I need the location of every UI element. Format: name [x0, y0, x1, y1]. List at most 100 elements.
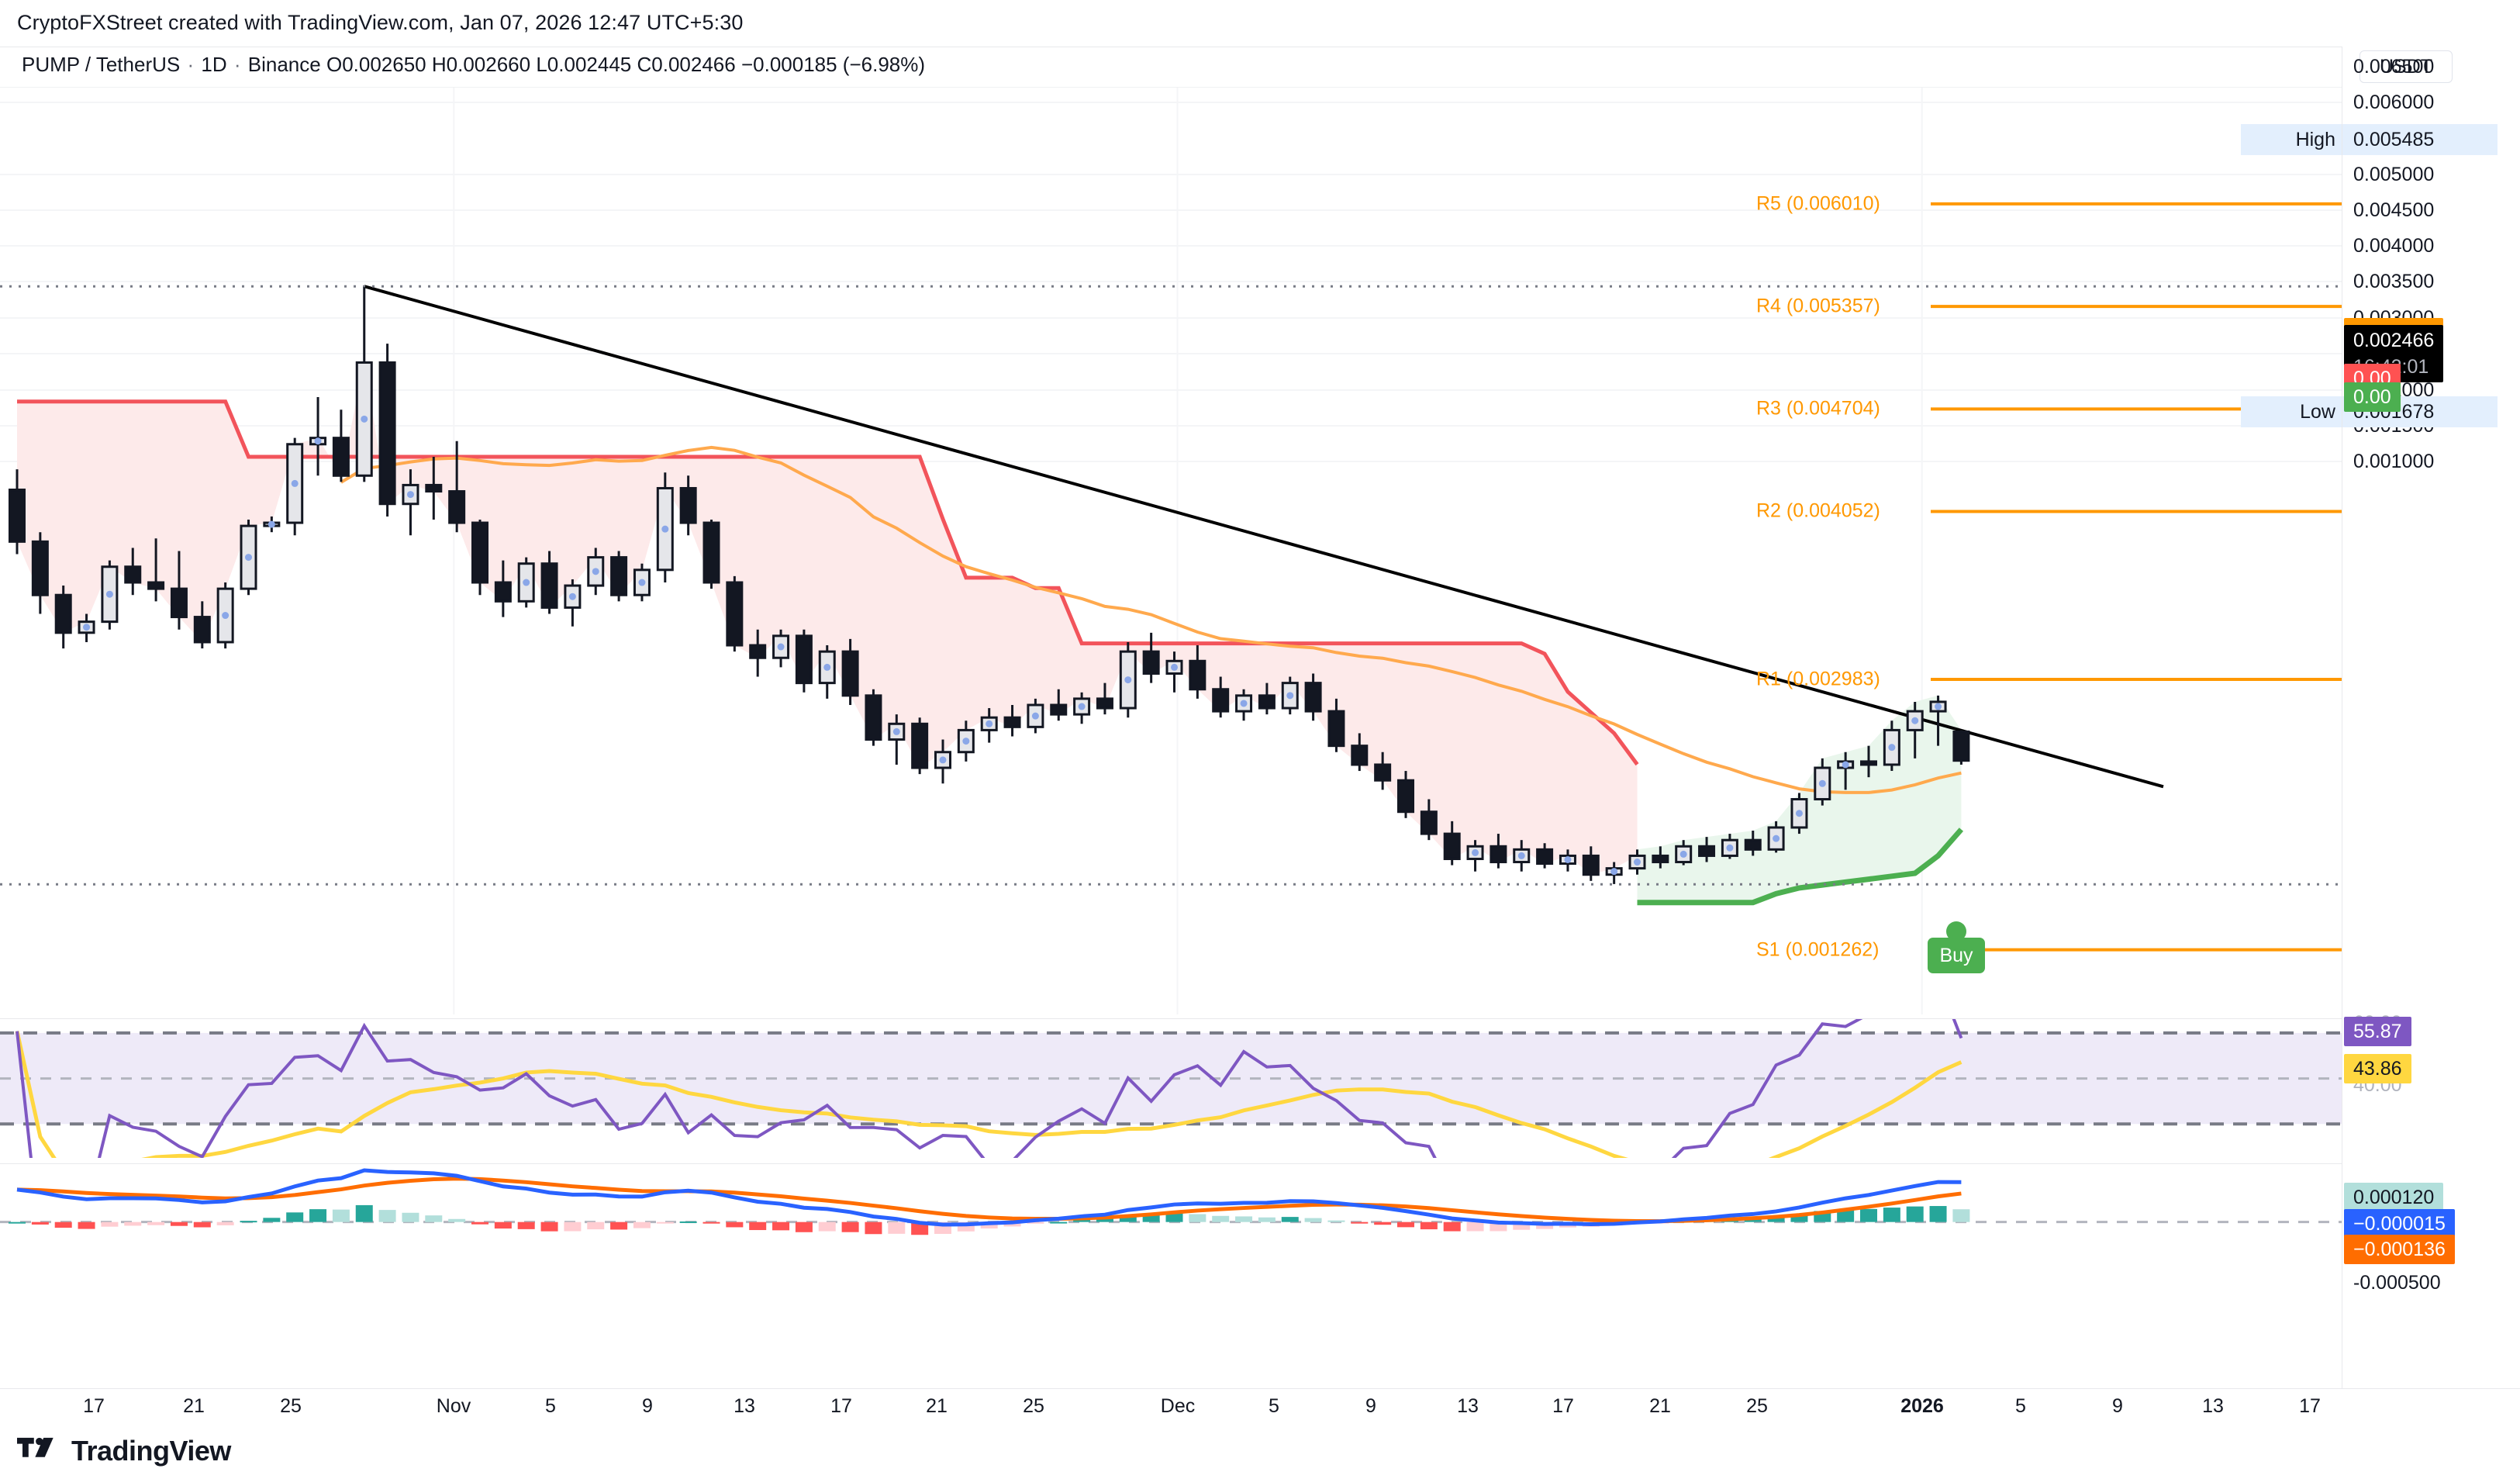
symbol-info-bar[interactable]: PUMP / TetherUS · 1D · Binance O0.002650… — [22, 53, 925, 77]
low-word-label: Low — [2241, 396, 2342, 427]
macd-signal-tag[interactable]: −0.000136 — [2344, 1235, 2455, 1264]
macd-pane[interactable] — [0, 1163, 2342, 1342]
candle — [702, 519, 720, 589]
macd-histogram-bar — [240, 1221, 257, 1223]
macd-histogram-bar — [1281, 1217, 1299, 1222]
candle-body — [1096, 697, 1113, 710]
candle-marker-dot — [777, 643, 785, 651]
macd-histogram-bar — [1374, 1221, 1392, 1225]
time-tick: 17 — [830, 1395, 852, 1417]
macd-histogram-bar — [749, 1221, 767, 1231]
candle-marker-dot — [406, 491, 414, 499]
candle — [1559, 849, 1576, 872]
candle-marker-dot — [986, 720, 993, 727]
candle-body — [865, 694, 882, 741]
symbol-exchange[interactable]: Binance — [247, 53, 321, 76]
macd-histogram-bar — [564, 1221, 582, 1232]
candle — [818, 645, 836, 699]
macd-histogram-bar — [865, 1221, 882, 1235]
symbol-sep-1: · — [187, 53, 195, 76]
price-tick: 0.003500 — [2353, 271, 2435, 292]
candle-body — [1142, 650, 1160, 675]
candle — [564, 579, 582, 627]
high-word-label: High — [2241, 124, 2342, 155]
currency-chip[interactable]: USDT — [2359, 50, 2453, 83]
macd-histogram-bar — [1027, 1221, 1044, 1224]
candle — [980, 708, 998, 743]
rsi-pane[interactable] — [0, 1018, 2342, 1158]
time-tick: 9 — [642, 1395, 653, 1417]
time-tick: 13 — [2202, 1395, 2224, 1417]
price-tick: 0.005000 — [2353, 164, 2435, 185]
candle — [1027, 698, 1044, 734]
macd-histogram-bar — [1490, 1221, 1507, 1232]
rsi-value-tag[interactable]: 55.87 — [2344, 1017, 2411, 1046]
candle-body — [378, 361, 396, 506]
candle — [101, 560, 119, 630]
tradingview-logo[interactable]: TradingView — [17, 1435, 231, 1467]
macd-histogram-bar — [1929, 1206, 1947, 1222]
rsi-chart-svg — [0, 1019, 2342, 1158]
candle-marker-dot — [523, 579, 530, 586]
macd-histogram-bar — [1443, 1221, 1461, 1232]
price-tick: 0.004500 — [2353, 199, 2435, 221]
candle — [1744, 831, 1762, 856]
candle-body — [147, 581, 165, 590]
trendline — [364, 285, 2164, 789]
macd-histogram-bar — [78, 1221, 95, 1229]
candle — [1605, 862, 1623, 884]
macd-line-tag[interactable]: −0.000015 — [2344, 1209, 2455, 1239]
candle — [402, 469, 419, 536]
candle — [494, 560, 512, 617]
symbol-interval[interactable]: 1D — [201, 53, 227, 76]
time-tick: 5 — [2015, 1395, 2026, 1417]
candle — [1837, 752, 1855, 790]
pivot-label-r1: R1 (0.002983) — [1756, 668, 1880, 690]
time-tick: 25 — [1023, 1395, 1044, 1417]
candle-body — [124, 565, 142, 584]
high-low-dotted-lines — [0, 285, 2342, 886]
candle — [795, 629, 813, 693]
symbol-name[interactable]: PUMP / TetherUS — [22, 53, 181, 76]
macd-histogram-tag[interactable]: 0.000120 — [2344, 1183, 2444, 1212]
macd-histogram-bar — [1189, 1214, 1206, 1222]
candle-body — [702, 521, 720, 584]
candle-body — [425, 483, 443, 493]
candle — [1420, 799, 1438, 841]
macd-histogram-bar — [610, 1221, 628, 1230]
candle-body — [1258, 694, 1276, 710]
macd-histogram-bar — [1119, 1215, 1137, 1222]
ohlc-open: O0.002650 — [326, 53, 426, 76]
candle — [911, 717, 929, 775]
price-scale[interactable]: USDT 0.006500 0.006000 0.005000 0.004500 0.0… — [2342, 47, 2520, 1388]
bearish-cloud — [17, 362, 1638, 875]
ema-line — [340, 445, 1962, 794]
candle — [216, 582, 234, 649]
candle — [1721, 834, 1738, 859]
candle-body — [193, 616, 211, 644]
macd-histogram-bar — [216, 1221, 234, 1225]
price-tick: 0.001000 — [2353, 451, 2435, 472]
rsi-ma-tag[interactable]: 43.86 — [2344, 1054, 2411, 1083]
macd-histogram-bar — [587, 1221, 605, 1230]
macd-histogram-bar — [355, 1204, 373, 1222]
macd-histogram-bar — [888, 1221, 906, 1234]
macd-histogram-bar — [1142, 1214, 1160, 1222]
green-indicator-tag[interactable]: 0.00 — [2344, 382, 2401, 412]
candle-marker-dot — [314, 437, 322, 445]
buy-signal-label[interactable]: Buy — [1928, 938, 1985, 973]
candle-body — [54, 593, 72, 634]
candle-marker-dot — [1240, 700, 1248, 707]
candle-body — [911, 722, 929, 769]
candle — [9, 469, 26, 555]
pivot-label-r4: R4 (0.005357) — [1756, 295, 1880, 317]
price-chart-pane[interactable]: R5 (0.006010) R4 (0.005357) R3 (0.004704) R… — [0, 88, 2342, 1014]
cloud-fill — [17, 362, 1962, 903]
macd-histogram-bar — [402, 1212, 419, 1222]
candle — [633, 563, 651, 602]
candle — [378, 344, 396, 517]
candle — [1443, 821, 1461, 866]
time-scale[interactable]: 17 21 25 Nov 5 9 13 17 21 25 Dec 5 9 13 17 21 25 2026 5 9 13… — [0, 1388, 2520, 1429]
candle — [934, 739, 951, 784]
macd-histogram-bar — [1165, 1213, 1183, 1222]
